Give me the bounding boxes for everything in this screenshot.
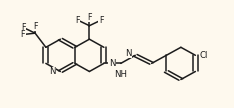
Text: F: F bbox=[21, 30, 25, 39]
Text: N: N bbox=[125, 49, 132, 58]
Text: F: F bbox=[33, 22, 37, 31]
Text: F: F bbox=[21, 23, 26, 32]
Text: N: N bbox=[49, 67, 55, 76]
Text: F: F bbox=[99, 16, 103, 25]
Text: Cl: Cl bbox=[199, 51, 208, 60]
Text: F: F bbox=[87, 13, 92, 22]
Text: F: F bbox=[75, 16, 80, 25]
Text: NH: NH bbox=[114, 70, 127, 79]
Text: N: N bbox=[109, 59, 115, 68]
